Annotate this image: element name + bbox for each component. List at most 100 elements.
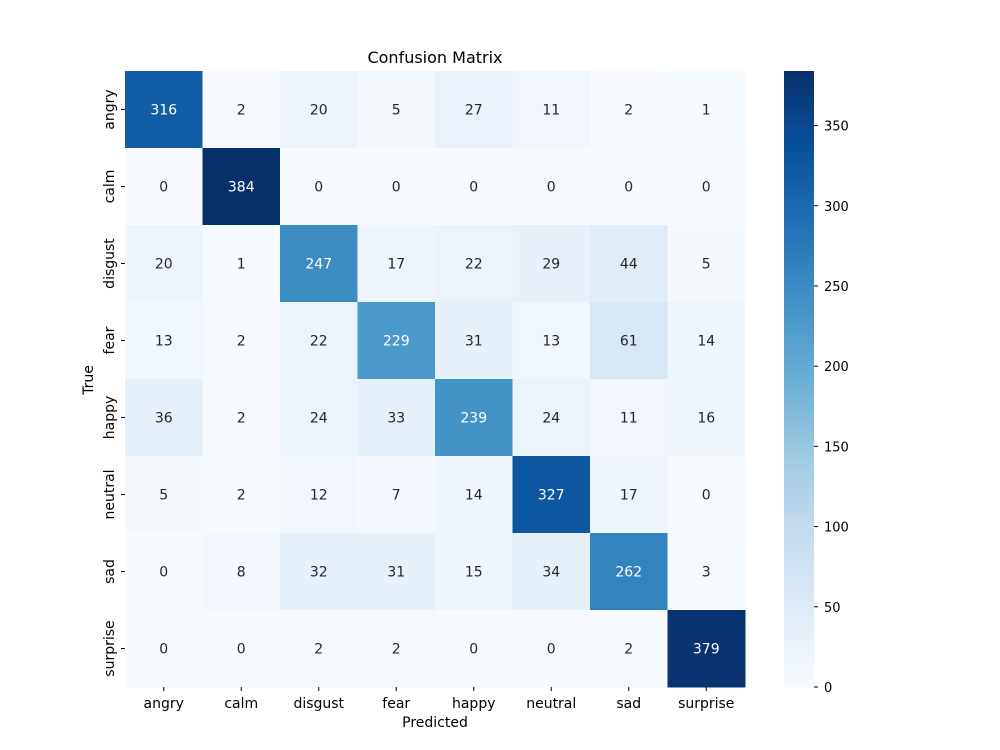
cell-value-label: 14 — [465, 488, 483, 504]
x-axis-label: Predicted — [402, 715, 468, 731]
heatmap-cell — [202, 379, 281, 457]
cell-value-label: 0 — [159, 565, 168, 581]
heatmap-cell — [435, 456, 513, 534]
heatmap-cell — [590, 225, 668, 303]
heatmap-cell — [202, 225, 281, 303]
heatmap-cell — [202, 71, 281, 149]
heatmap-cell — [512, 456, 591, 534]
heatmap-cell — [357, 302, 436, 380]
cell-value-label: 13 — [542, 334, 560, 350]
heatmap-cell — [512, 533, 591, 611]
cell-value-label: 316 — [150, 103, 177, 119]
x-tick-label: sad — [616, 696, 641, 712]
cell-value-label: 0 — [392, 180, 401, 196]
y-tick-label: happy — [102, 396, 118, 440]
cell-value-label: 34 — [542, 565, 560, 581]
cell-value-label: 327 — [538, 488, 565, 504]
heatmap-cell — [125, 456, 203, 534]
heatmap-cell — [590, 456, 668, 534]
heatmap-cell — [280, 456, 358, 534]
cell-value-label: 15 — [465, 565, 483, 581]
heatmap-cell — [590, 610, 668, 688]
cell-value-label: 2 — [392, 642, 401, 658]
cell-value-label: 0 — [624, 180, 633, 196]
heatmap-cell — [512, 610, 591, 688]
cell-value-label: 24 — [310, 411, 328, 427]
heatmap-cell — [512, 71, 591, 149]
y-tick-label: surprise — [102, 620, 118, 676]
heatmap-cell — [435, 71, 513, 149]
heatmap-cell — [125, 225, 203, 303]
heatmap-cell — [280, 71, 358, 149]
colorbar-tick-label: 0 — [824, 681, 832, 696]
x-tick-label: angry — [144, 696, 184, 712]
heatmap-cell — [202, 148, 281, 226]
cell-value-label: 2 — [237, 334, 246, 350]
y-axis-label: True — [81, 365, 97, 396]
y-tick-label: sad — [102, 559, 118, 584]
cell-value-label: 33 — [387, 411, 405, 427]
heatmap-cell — [590, 148, 668, 226]
colorbar-tick-label: 350 — [824, 120, 849, 135]
heatmap-cell — [667, 610, 746, 688]
cell-value-label: 5 — [702, 257, 711, 273]
cell-value-label: 247 — [305, 257, 332, 273]
heatmap-cell — [590, 71, 668, 149]
cell-value-label: 0 — [702, 180, 711, 196]
heatmap-cell — [202, 456, 281, 534]
cell-value-label: 22 — [465, 257, 483, 273]
heatmap-cell — [435, 302, 513, 380]
heatmap-cell — [512, 379, 591, 457]
heatmap-cell — [435, 610, 513, 688]
heatmap-cell — [125, 302, 203, 380]
cell-value-label: 0 — [547, 642, 556, 658]
cell-value-label: 379 — [693, 642, 720, 658]
heatmap-cell — [435, 379, 513, 457]
cell-value-label: 36 — [155, 411, 173, 427]
heatmap-cell — [280, 302, 358, 380]
cell-value-label: 1 — [237, 257, 246, 273]
heatmap-cell — [357, 225, 436, 303]
y-tick-label: calm — [102, 170, 118, 204]
cell-value-label: 2 — [314, 642, 323, 658]
colorbar-gradient — [784, 71, 814, 687]
x-tick-label: calm — [224, 696, 258, 712]
cell-value-label: 11 — [620, 411, 638, 427]
colorbar-tick-label: 50 — [824, 601, 841, 616]
heatmap-cell — [667, 71, 746, 149]
heatmap-cell — [512, 225, 591, 303]
x-axis-ticks: angry calm disgust fear happy neutral sad surpr… — [144, 687, 734, 712]
heatmap-cell — [280, 148, 358, 226]
cell-value-label: 14 — [697, 334, 715, 350]
heatmap-cell — [125, 71, 203, 149]
cell-value-label: 8 — [237, 565, 246, 581]
cell-value-label: 16 — [697, 411, 715, 427]
heatmap-cell — [590, 533, 668, 611]
heatmap-cell — [357, 71, 436, 149]
x-tick-label: happy — [452, 696, 496, 712]
x-tick-label: disgust — [293, 696, 344, 712]
x-tick-label: surprise — [678, 696, 734, 712]
y-tick-label: angry — [102, 89, 118, 129]
cell-value-label: 2 — [624, 103, 633, 119]
heatmap-cell — [357, 379, 436, 457]
cell-value-label: 0 — [702, 488, 711, 504]
heatmap-cell — [280, 533, 358, 611]
heatmap-cell — [667, 148, 746, 226]
cell-value-label: 20 — [310, 103, 328, 119]
heatmap-cell — [125, 148, 203, 226]
cell-value-label: 20 — [155, 257, 173, 273]
cell-value-label: 11 — [542, 103, 560, 119]
cell-value-label: 5 — [392, 103, 401, 119]
y-tick-label: fear — [102, 326, 118, 354]
cell-value-label: 24 — [542, 411, 560, 427]
cell-value-label: 1 — [702, 103, 711, 119]
colorbar: 0 50 100 150 200 250 300 350 — [784, 71, 849, 696]
cell-value-label: 7 — [392, 488, 401, 504]
heatmap-grid: 316 2 20 5 27 11 2 10 384 0 0 0 0 0 020 1 247 17 22 29 44 513… — [125, 71, 746, 688]
heatmap-cell — [202, 533, 281, 611]
cell-value-label: 0 — [159, 180, 168, 196]
colorbar-tick-label: 250 — [824, 280, 849, 295]
heatmap-cell — [357, 456, 436, 534]
